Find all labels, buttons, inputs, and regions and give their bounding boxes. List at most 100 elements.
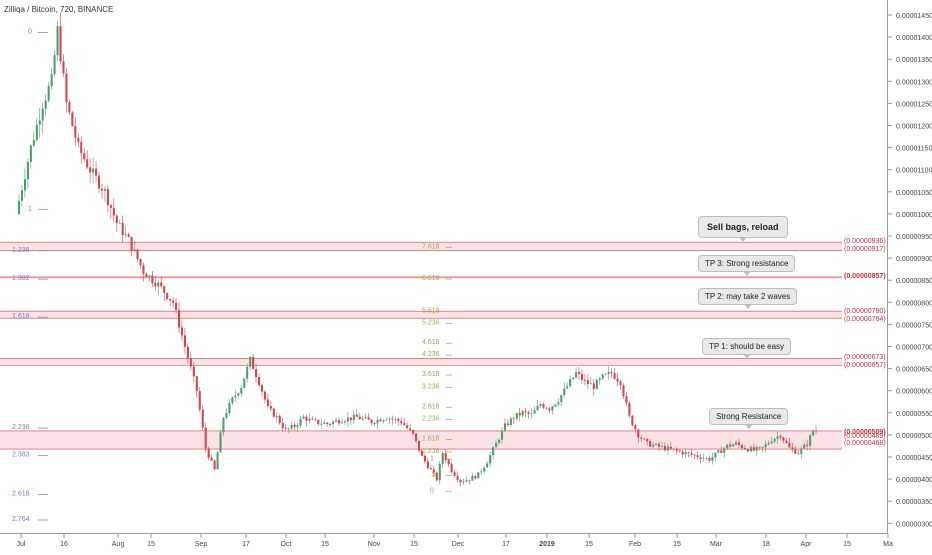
candle-body (418, 440, 421, 451)
candle-body (260, 385, 264, 392)
candle-body (711, 457, 714, 461)
y-tick-label: 0.00001050 (896, 190, 932, 197)
candle-body (438, 463, 441, 481)
x-tick-label: 15 (843, 541, 851, 548)
candle-body (806, 444, 809, 446)
candle-body (489, 455, 492, 464)
candle-body (426, 461, 429, 469)
candle-body (213, 460, 216, 470)
candle-body (56, 26, 59, 56)
callout-tp2: TP 2: may take 2 waves (698, 288, 798, 309)
candle-body (690, 453, 693, 455)
candle-body (234, 395, 237, 398)
candle-body (477, 472, 480, 479)
candle-body (290, 424, 293, 429)
candle-body (761, 446, 764, 448)
chart-title: Zilliqa / Bitcoin, 720, BINANCE (4, 5, 114, 14)
fib-mid-label: 1.236 (422, 448, 440, 455)
candle-body (246, 366, 249, 379)
callout-sell-bags: Sell bags, reload (698, 216, 788, 242)
fib-mid-label: 7.618 (422, 243, 440, 250)
fib-left-label: 1.236 (12, 247, 30, 254)
candle-body (109, 205, 112, 208)
candle-body (773, 438, 776, 442)
candle-body (429, 468, 432, 470)
candle-body (735, 442, 738, 445)
candle-body (749, 447, 752, 452)
candle-body (649, 441, 652, 447)
candle-body (495, 442, 498, 448)
y-tick-label: 0.00000350 (896, 499, 932, 506)
candle-body (622, 385, 625, 397)
candle-body (355, 414, 358, 417)
candle-body (332, 421, 335, 425)
candle-body (447, 460, 450, 464)
candle-body (346, 417, 349, 422)
candle-body (560, 395, 563, 403)
fib-left-label: 2.236 (12, 424, 30, 431)
zone-price-label: (0.00000764) (844, 316, 886, 323)
x-tick-label: Jul (17, 541, 26, 548)
y-tick-label: 0.00000650 (896, 367, 932, 374)
candle-body (272, 408, 275, 417)
candle-body (432, 469, 435, 473)
candle-body (441, 453, 444, 464)
candle-body (180, 327, 184, 336)
candle-body (610, 372, 613, 374)
candle-body (634, 425, 637, 430)
candle-body (255, 369, 258, 378)
candle-body (566, 386, 569, 389)
candle-body (723, 448, 726, 453)
y-tick-label: 0.00000950 (896, 234, 932, 241)
candle-body (575, 372, 578, 378)
fib-mid-label: 3.236 (422, 383, 440, 390)
candle-body (154, 282, 157, 287)
candle-body (536, 405, 539, 411)
candle-body (133, 249, 136, 251)
fib-mid-label: 0 (430, 488, 434, 495)
candle-body (361, 418, 364, 420)
fib-mid-label: 1 (430, 455, 434, 462)
candle-body (580, 373, 584, 380)
x-tick-label: 15 (321, 541, 329, 548)
fib-mid-label: 6.618 (422, 275, 440, 282)
candle-body (583, 379, 586, 381)
x-tick-label: Aug (112, 541, 125, 548)
candle-body (512, 418, 515, 420)
x-tick-label: Mar (710, 541, 723, 548)
candle-body (764, 444, 767, 448)
candle-body (216, 452, 219, 470)
candle-body (249, 356, 252, 367)
x-tick-label: 17 (502, 541, 510, 548)
plot-area-border (0, 0, 888, 534)
candle-body (296, 425, 299, 428)
y-tick-label: 0.00001250 (896, 101, 932, 108)
candle-body (586, 380, 589, 385)
candle-body (80, 141, 83, 154)
fib-mid-label: 3.618 (422, 371, 440, 378)
candle-body (595, 380, 598, 390)
y-tick-label: 0.00000450 (896, 455, 932, 462)
candle-body (59, 26, 62, 62)
candle-body (569, 379, 572, 387)
candle-body (726, 444, 729, 449)
candle-body (776, 436, 779, 439)
candle-body (815, 430, 818, 432)
candle-body (746, 449, 749, 452)
callout-tp1: TP 1: should be easy (702, 338, 792, 359)
candle-body (809, 435, 812, 446)
candle-body (604, 373, 607, 375)
candle-body (758, 446, 761, 448)
candle-body (225, 412, 228, 418)
candle-body (572, 377, 575, 380)
candle-body (755, 447, 758, 451)
candle-body (738, 442, 741, 445)
y-tick-label: 0.00000300 (896, 521, 932, 528)
candle-body (130, 236, 133, 251)
candle-body (492, 447, 495, 456)
fib-mid-label: .5 (430, 471, 436, 478)
candle-body (794, 448, 797, 454)
candle-body (486, 463, 489, 468)
x-tick-label: 15 (147, 541, 155, 548)
